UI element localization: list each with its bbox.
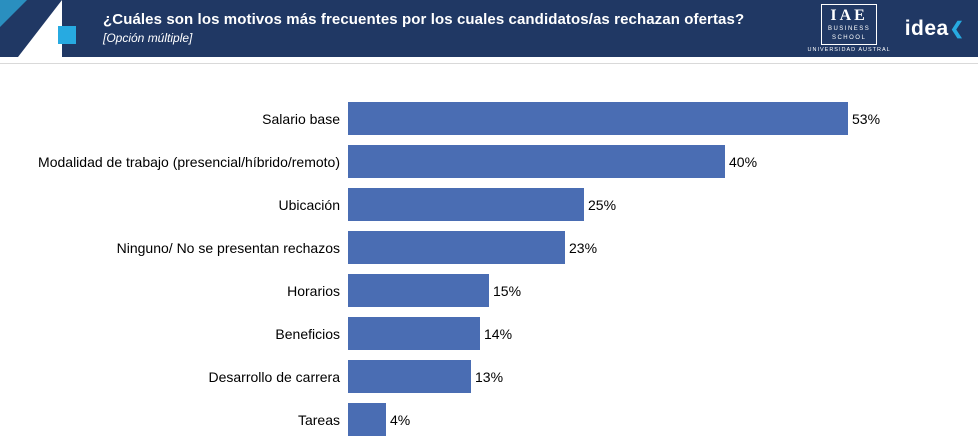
idea-logo-text: idea [904, 16, 949, 40]
chart-row: Tareas 4% [0, 398, 978, 441]
bar [348, 360, 471, 393]
value-label: 15% [493, 282, 522, 299]
bar-track: 53% [348, 97, 978, 140]
iae-logo-caption: UNIVERSIDAD AUSTRAL [807, 47, 891, 54]
title-block: ¿Cuáles son los motivos más frecuentes p… [95, 11, 808, 46]
iae-logo-text: IAE [830, 6, 868, 24]
page-title: ¿Cuáles son los motivos más frecuentes p… [103, 11, 745, 29]
value-label: 4% [390, 411, 411, 428]
header-banner: ¿Cuáles son los motivos más frecuentes p… [0, 0, 978, 57]
value-label: 53% [852, 110, 881, 127]
value-label: 40% [729, 153, 758, 170]
page-subtitle: [Opción múltiple] [103, 30, 193, 45]
idea-chevron-icon: ❮ [949, 18, 964, 38]
iae-logo-sub2: SCHOOL [831, 35, 867, 41]
bar-track: 14% [348, 312, 978, 355]
bar-track: 25% [348, 183, 978, 226]
iae-logo: IAE BUSINESS SCHOOL UNIVERSIDAD AUSTRAL [807, 3, 891, 54]
header-divider [0, 63, 978, 64]
deco-corner-triangle [0, 0, 27, 27]
deco-white-triangle [18, 0, 62, 57]
category-label: Ubicación [278, 196, 340, 213]
bar-track: 40% [348, 140, 978, 183]
category-label: Modalidad de trabajo (presencial/híbrido… [38, 153, 340, 170]
banner-decoration [0, 0, 76, 57]
category-label: Desarrollo de carrera [208, 368, 341, 385]
category-label: Horarios [287, 282, 340, 299]
value-label: 23% [569, 239, 598, 256]
bar [348, 188, 584, 221]
chart-row: Desarrollo de carrera 13% [0, 355, 978, 398]
iae-logo-sub1: BUSINESS [827, 25, 871, 32]
bar [348, 317, 480, 350]
bar-track: 15% [348, 269, 978, 312]
value-label: 14% [484, 325, 513, 342]
bar-track: 13% [348, 355, 978, 398]
bar-track: 23% [348, 226, 978, 269]
chart-row: Modalidad de trabajo (presencial/híbrido… [0, 140, 978, 183]
bar [348, 145, 725, 178]
category-label: Ninguno/ No se presentan rechazos [116, 239, 340, 256]
bar [348, 403, 386, 436]
chart-row: Ubicación 25% [0, 183, 978, 226]
chart-row: Ninguno/ No se presentan rechazos 23% [0, 226, 978, 269]
logos: IAE BUSINESS SCHOOL UNIVERSIDAD AUSTRAL … [807, 3, 978, 54]
idea-logo: idea ❮ [905, 17, 964, 41]
deco-cyan-square [58, 26, 76, 44]
category-label: Salario base [262, 110, 340, 127]
bar-track: 4% [348, 398, 978, 441]
bar [348, 102, 848, 135]
chart-row: Beneficios 14% [0, 312, 978, 355]
iae-logo-box: IAE BUSINESS SCHOOL [821, 3, 878, 46]
category-label: Beneficios [275, 325, 340, 342]
bar [348, 274, 489, 307]
bar-chart: Salario base 53% Modalidad de trabajo (pre… [0, 97, 978, 441]
chart-row: Salario base 53% [0, 97, 978, 140]
value-label: 25% [588, 196, 617, 213]
category-label: Tareas [297, 411, 340, 428]
value-label: 13% [475, 368, 504, 385]
chart-row: Horarios 15% [0, 269, 978, 312]
bar [348, 231, 565, 264]
